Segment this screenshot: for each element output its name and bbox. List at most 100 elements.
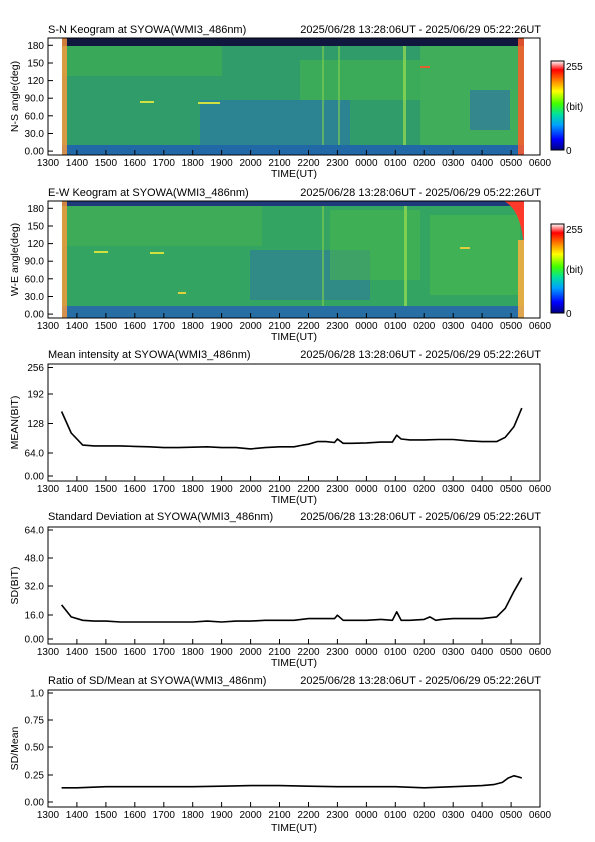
time-range: 2025/06/28 13:28:06UT - 2025/06/29 05:22… (300, 187, 541, 199)
panel-title: S-N Keogram at SYOWA(WMI3_486nm) (48, 24, 246, 36)
x-tick-label: 1700 (153, 321, 176, 332)
y-axis-label: SD(BIT) (9, 567, 21, 605)
x-tick-label: 2300 (326, 810, 349, 821)
panel-sn-keogram: S-N Keogram at SYOWA(WMI3_486nm) 2025/06… (9, 24, 583, 180)
y-tick-label: 32.0 (25, 582, 45, 593)
x-axis-label: TIME(UT) (271, 657, 317, 669)
x-tick-label: 1600 (124, 484, 147, 495)
x-tick-label: 0100 (384, 484, 407, 495)
colorbar-max-label: 255 (566, 62, 583, 73)
x-tick-label: 2200 (297, 810, 320, 821)
keogram-image-ew (48, 201, 540, 318)
y-axis-label: N-S angle(deg) (9, 61, 21, 132)
x-tick-label: 1300 (37, 158, 60, 169)
x-tick-label: 1800 (182, 647, 205, 658)
y-tick-label: 0.00 (25, 310, 45, 321)
x-tick-label: 0300 (442, 321, 465, 332)
x-tick-label: 1400 (66, 647, 89, 658)
y-tick-label: 64.0 (25, 449, 45, 460)
plot-frame (47, 37, 541, 156)
x-tick-label: 1400 (66, 484, 89, 495)
x-tick-label: 1800 (182, 321, 205, 332)
panel-title: Ratio of SD/Mean at SYOWA(WMI3_486nm) (48, 675, 266, 687)
y-tick-label: 1.0 (30, 689, 44, 700)
x-tick-label: 1300 (37, 484, 60, 495)
x-tick-label: 2300 (326, 484, 349, 495)
x-tick-label: 0600 (529, 321, 552, 332)
x-tick-label: 1900 (210, 810, 233, 821)
colorbar: 255 (bit) 0 (550, 223, 583, 320)
y-tick-label: 0.00 (25, 635, 45, 646)
plot-frame (47, 363, 541, 482)
y-tick-label: 30.0 (25, 129, 45, 140)
x-axis-label: TIME(UT) (271, 168, 317, 180)
colorbar-unit-label: (bit) (566, 102, 583, 113)
colorbar-min-label: 0 (566, 309, 572, 320)
x-tick-label: 1700 (153, 158, 176, 169)
y-axis-label: SD/Mean (9, 726, 21, 770)
x-tick-label: 1900 (210, 647, 233, 658)
x-axis-label: TIME(UT) (271, 494, 317, 506)
x-tick-label: 2200 (297, 321, 320, 332)
y-ticks: 0.00 64.0 128 192 256 (25, 363, 53, 483)
x-tick-label: 1700 (153, 484, 176, 495)
y-tick-label: 0.00 (25, 147, 45, 158)
panel-title: Mean intensity at SYOWA(WMI3_486nm) (48, 349, 251, 361)
x-tick-label: 0100 (384, 158, 407, 169)
x-tick-label: 1500 (95, 158, 118, 169)
x-tick-label: 2300 (326, 321, 349, 332)
x-tick-label: 2100 (268, 810, 291, 821)
x-ticks: 1300 1400 1500 1600 1700 1800 1900 2000 … (37, 802, 552, 821)
keogram-image-sn (48, 38, 540, 155)
panel-title: Standard Deviation at SYOWA(WMI3_486nm) (48, 511, 273, 523)
x-tick-label: 1600 (124, 810, 147, 821)
x-tick-label: 2000 (239, 484, 262, 495)
time-range: 2025/06/28 13:28:06UT - 2025/06/29 05:22… (300, 511, 541, 523)
x-tick-label: 1400 (66, 158, 89, 169)
x-tick-label: 0400 (471, 484, 494, 495)
series-line (60, 577, 523, 623)
x-tick-label: 2200 (297, 647, 320, 658)
x-tick-label: 2000 (239, 158, 262, 169)
x-tick-label: 1900 (210, 158, 233, 169)
x-tick-label: 0000 (355, 321, 378, 332)
plot-frame (47, 526, 541, 645)
x-tick-label: 2100 (268, 484, 291, 495)
y-tick-label: 0.00 (25, 472, 45, 483)
x-tick-label: 1500 (95, 810, 118, 821)
y-axis-label: MEAN(BIT) (9, 396, 21, 450)
y-tick-label: 120 (27, 76, 44, 87)
x-tick-label: 0400 (471, 158, 494, 169)
y-tick-label: 0.25 (25, 771, 45, 782)
x-tick-label: 0500 (500, 158, 523, 169)
x-tick-label: 1500 (95, 647, 118, 658)
y-tick-label: 150 (27, 222, 44, 233)
y-tick-label: 90.0 (25, 94, 45, 105)
colorbar-max-label: 255 (566, 225, 583, 236)
series-line (60, 407, 523, 450)
x-tick-label: 0600 (529, 158, 552, 169)
colorbar-unit-label: (bit) (566, 265, 583, 276)
y-tick-label: 256 (27, 363, 44, 374)
x-tick-label: 1700 (153, 810, 176, 821)
colorbar: 255 (bit) 0 (550, 60, 583, 157)
y-tick-label: 0.00 (25, 798, 45, 809)
y-tick-label: 0.50 (25, 743, 45, 754)
x-tick-label: 2000 (239, 647, 262, 658)
time-range: 2025/06/28 13:28:06UT - 2025/06/29 05:22… (300, 24, 541, 36)
x-tick-label: 2100 (268, 647, 291, 658)
x-tick-label: 0600 (529, 810, 552, 821)
x-tick-label: 0000 (355, 810, 378, 821)
x-tick-label: 2000 (239, 810, 262, 821)
x-tick-label: 0500 (500, 321, 523, 332)
x-tick-label: 0300 (442, 810, 465, 821)
x-ticks: 1300 1400 1500 1600 1700 1800 1900 2000 … (37, 313, 552, 332)
y-tick-label: 192 (27, 390, 44, 401)
y-ticks: 0.00 0.25 0.50 0.75 1.0 (25, 689, 53, 809)
x-tick-label: 0200 (413, 810, 436, 821)
x-tick-label: 2100 (268, 321, 291, 332)
x-tick-label: 1300 (37, 810, 60, 821)
x-tick-label: 0000 (355, 158, 378, 169)
y-axis-label: W-E angle(deg) (9, 223, 21, 296)
